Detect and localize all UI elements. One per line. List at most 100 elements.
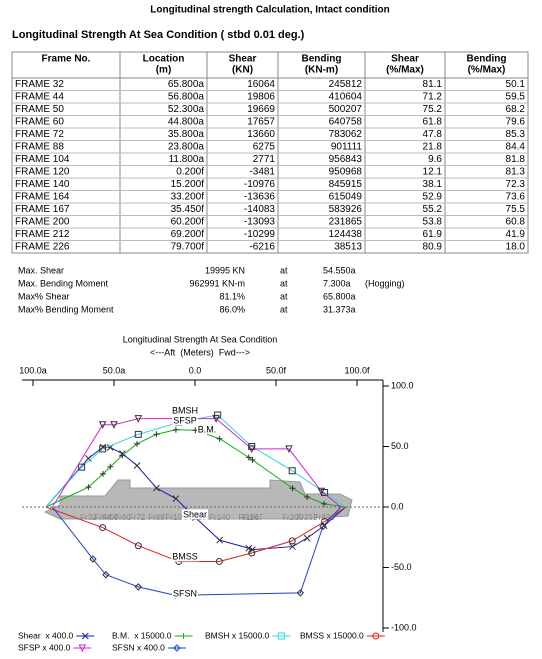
curve-label: SFSN — [173, 588, 197, 598]
data-point — [319, 522, 327, 531]
data-point — [215, 557, 223, 565]
table-cell: 47.8 — [423, 129, 443, 140]
legend-label: SFSP x 400.0 — [18, 642, 71, 652]
data-point — [134, 440, 141, 447]
curve-label-bg — [196, 424, 218, 435]
data-point — [172, 426, 179, 433]
y-tick-label: -50.0 — [391, 562, 412, 572]
data-point — [107, 463, 114, 470]
y-tick-label: 0.0 — [391, 501, 404, 511]
summary-text: Max. Shear — [18, 265, 64, 275]
table-cell: -10976 — [244, 179, 276, 190]
legend-marker — [277, 632, 285, 640]
summary-text: 81.1% — [219, 291, 245, 301]
table-cell: FRAME 32 — [15, 79, 64, 90]
data-point — [321, 500, 328, 507]
table-cell: 615049 — [329, 192, 363, 203]
series-line — [52, 506, 342, 596]
table-cell: 50.1 — [506, 79, 526, 90]
summary-text: 54.550a — [323, 265, 356, 275]
data-point — [172, 495, 180, 503]
legend-marker — [173, 644, 181, 652]
data-point — [78, 463, 86, 471]
table-cell: 81.8 — [506, 154, 526, 165]
column-header: Bending — [302, 54, 342, 65]
table-cell: 52.9 — [423, 192, 443, 203]
data-point — [249, 456, 256, 463]
table-cell: 38513 — [334, 242, 362, 253]
legend-marker — [372, 632, 380, 640]
data-point — [153, 484, 160, 492]
table-cell: 55.2 — [423, 204, 443, 215]
table-cell: 783062 — [329, 129, 363, 140]
table-cell: FRAME 88 — [15, 142, 64, 153]
frame-label: Fr167 — [242, 513, 263, 522]
table-cell: FRAME 50 — [15, 104, 64, 115]
data-point — [288, 467, 296, 475]
table-cell: 845915 — [329, 179, 363, 190]
column-header: Shear — [391, 54, 419, 65]
table-cell: 35.450f — [171, 204, 205, 215]
table-cell: 59.5 — [506, 92, 526, 103]
table-cell: 23.800a — [168, 142, 205, 153]
table-cell: 245812 — [329, 79, 363, 90]
x-tick-label: 100.0a — [19, 365, 47, 375]
frame-label: Fr50 — [102, 513, 119, 522]
data-point — [89, 555, 97, 563]
data-point — [304, 493, 311, 500]
table-cell: 583926 — [329, 204, 363, 215]
table-cell: FRAME 72 — [15, 129, 64, 140]
data-point — [98, 421, 107, 429]
data-point — [285, 445, 293, 454]
frame-label: Fr226 — [314, 513, 335, 522]
table-cell: 124438 — [329, 229, 363, 240]
data-point — [134, 583, 143, 591]
table-cell: 500207 — [329, 104, 363, 115]
frame-label: Fr32 — [80, 513, 97, 522]
column-header: (KN-m) — [305, 65, 338, 76]
data-point — [248, 443, 256, 450]
legend-label: B.M. x 15000.0 — [112, 630, 172, 640]
table-cell: 6275 — [253, 142, 276, 153]
summary-text: 65.800a — [323, 291, 356, 301]
table-cell: -14083 — [244, 204, 276, 215]
legend-label: Shear x 400.0 — [18, 630, 74, 640]
table-cell: FRAME 164 — [15, 192, 70, 203]
x-tick-label: 0.0 — [189, 365, 202, 375]
table-cell: 2771 — [253, 154, 276, 165]
table-cell: 41.9 — [506, 229, 526, 240]
data-point — [102, 571, 110, 579]
table-cell: 53.8 — [423, 217, 443, 228]
curve-label-bg — [172, 415, 198, 426]
table-cell: 56.800a — [168, 92, 205, 103]
table-cell: FRAME 140 — [15, 179, 70, 190]
column-header: (m) — [156, 65, 172, 76]
frame-label: Fr212 — [297, 513, 318, 522]
table-cell: -13636 — [244, 192, 276, 203]
table-cell: -6216 — [249, 242, 275, 253]
y-tick-label: 100.0 — [391, 380, 414, 390]
data-point — [216, 435, 223, 442]
data-point — [245, 454, 252, 461]
column-header: Location — [143, 54, 185, 65]
summary-text: Max. Bending Moment — [18, 278, 109, 288]
table-cell: FRAME 167 — [15, 204, 70, 215]
x-tick-label: 100.0f — [344, 365, 370, 375]
frame-label: Fr72 — [129, 513, 146, 522]
table-cell: 231865 — [329, 217, 363, 228]
data-point — [247, 445, 256, 454]
data-point — [110, 421, 118, 429]
legend-label: SFSN x 400.0 — [112, 642, 165, 652]
curve-label: Shear — [183, 509, 207, 519]
page-title: Longitudinal strength Calculation, Intac… — [150, 5, 389, 16]
table-cell: 61.8 — [423, 117, 443, 128]
series-line — [45, 506, 346, 562]
table-cell: 69.200f — [171, 229, 205, 240]
table-cell: 15.200f — [171, 179, 205, 190]
column-header: Frame No. — [42, 54, 91, 65]
curve-label: B.M. — [198, 424, 217, 434]
chart-title: Longitudinal Strength At Sea Condition — [123, 334, 278, 344]
table-cell: 640758 — [329, 117, 363, 128]
y-tick-label: -100.0 — [391, 622, 417, 632]
table-cell: 72.3 — [506, 179, 526, 190]
